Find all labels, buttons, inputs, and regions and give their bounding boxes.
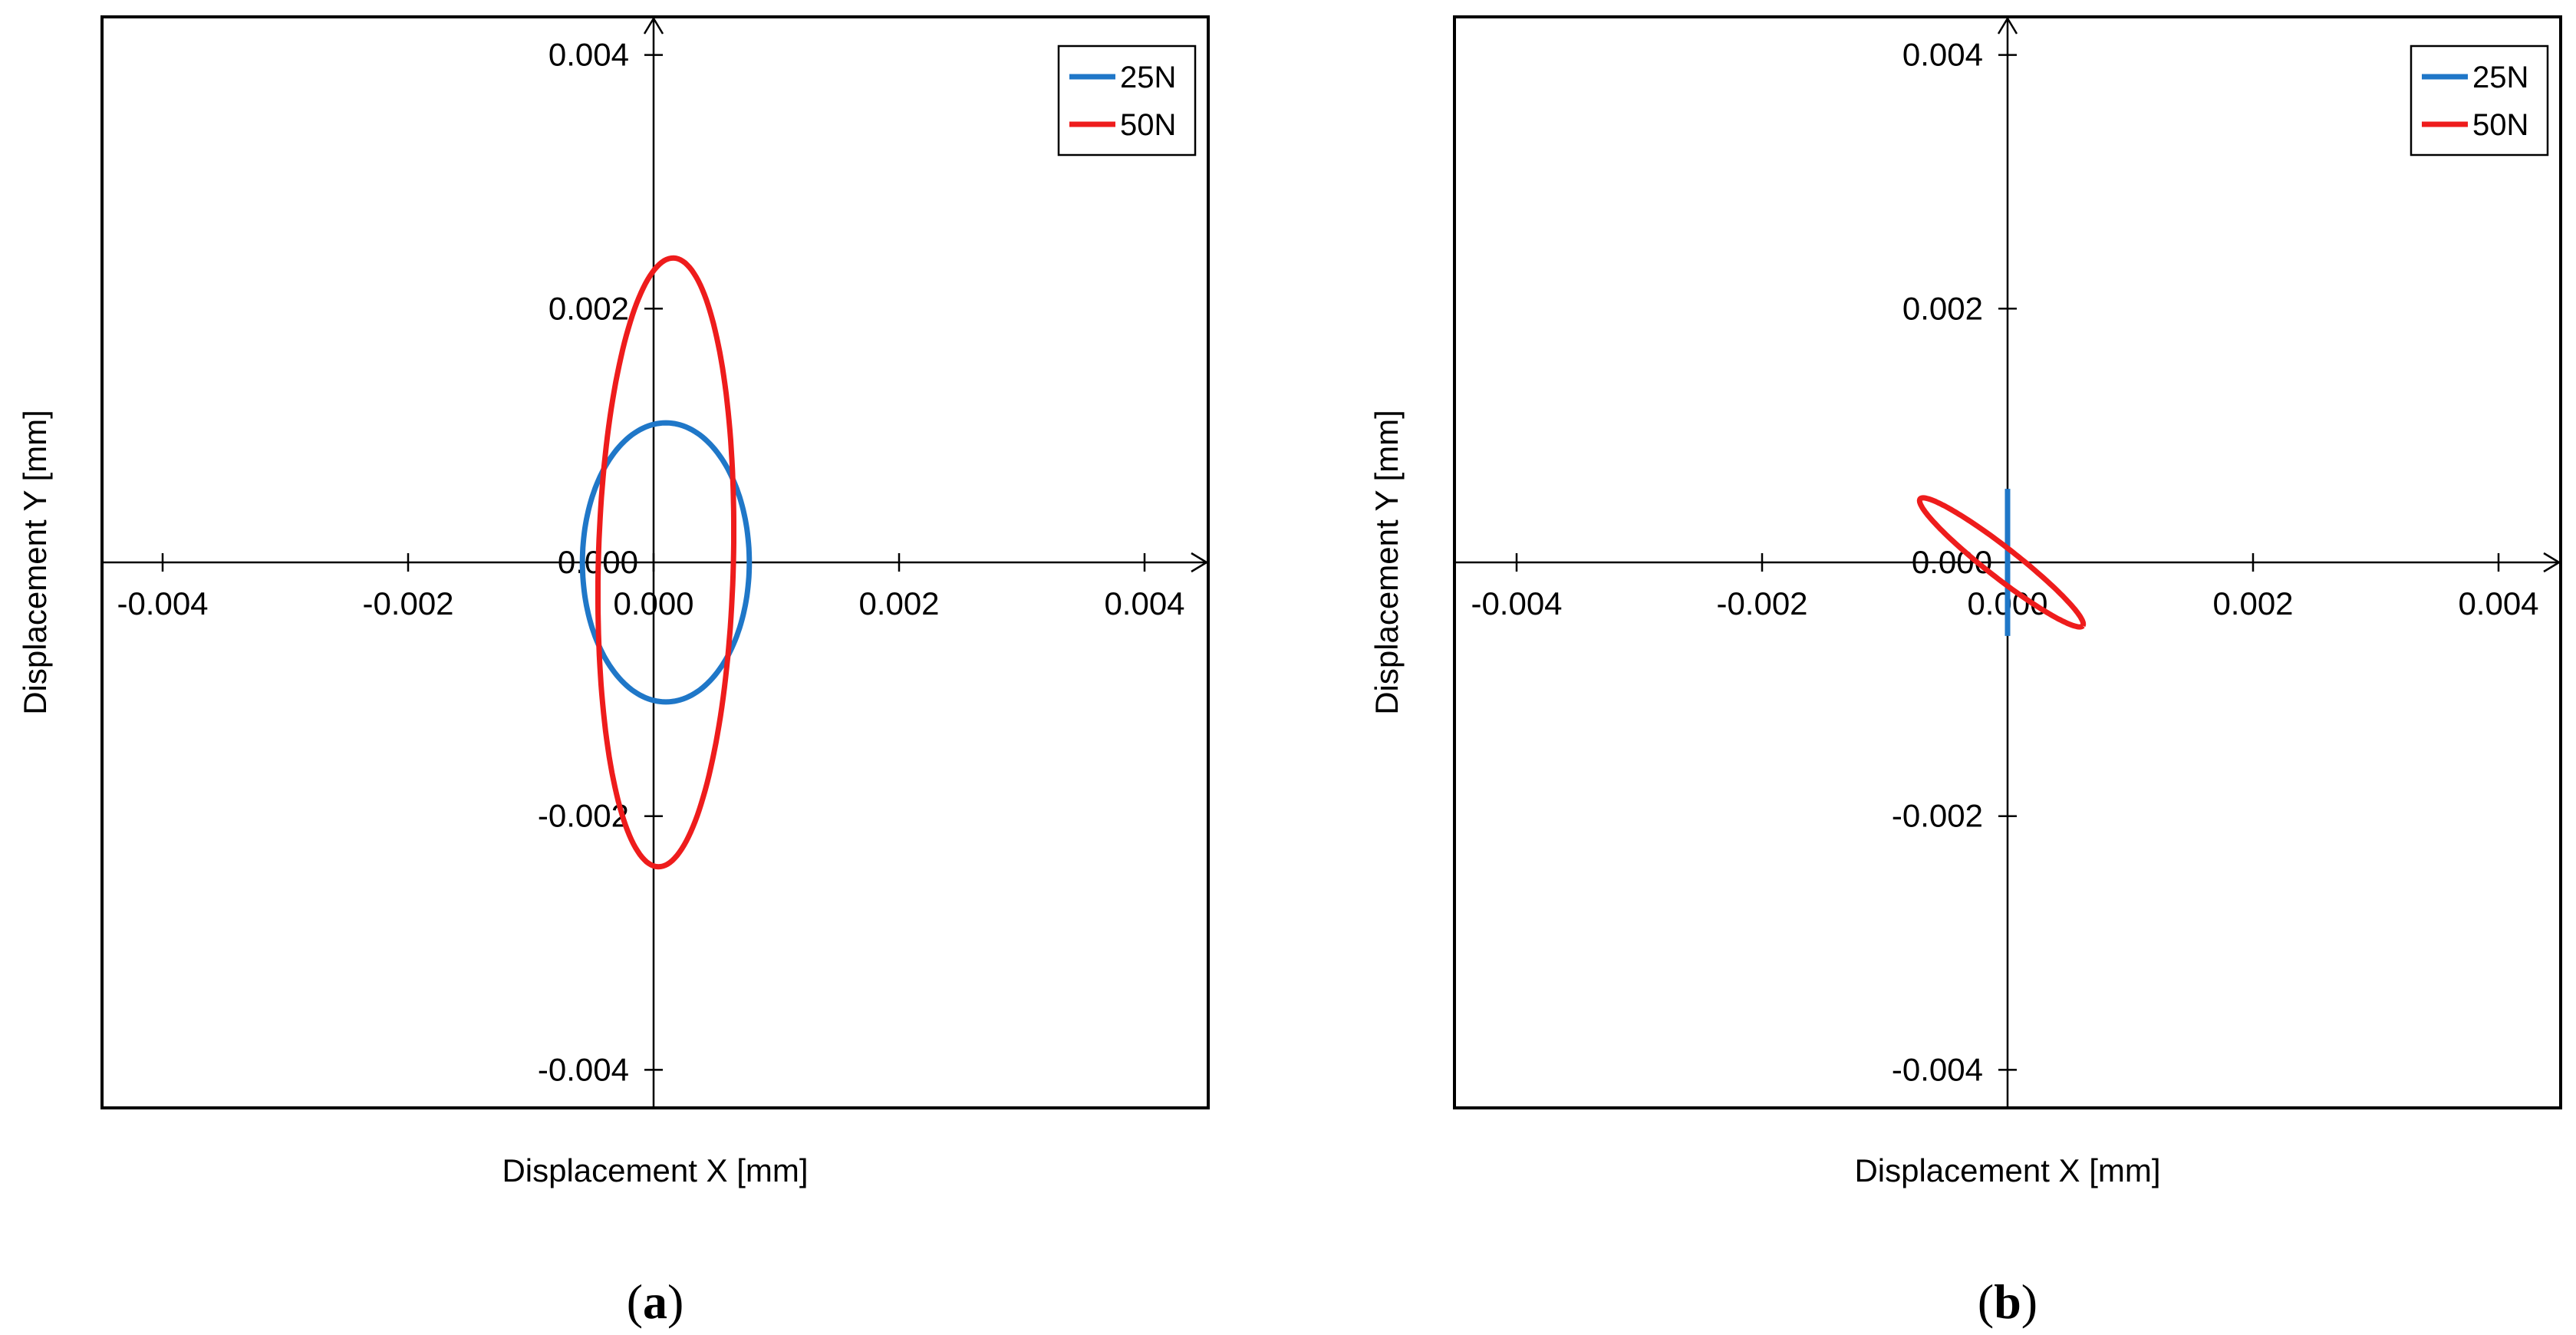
y-axis-arrow — [1997, 16, 2018, 35]
x-tick-label: 0.000 — [613, 585, 693, 621]
x-tick-label: 0.004 — [1104, 585, 1184, 621]
legend-box — [2410, 44, 2549, 157]
series-line-25N — [579, 420, 753, 705]
x-tick-label: -0.002 — [1716, 585, 1807, 621]
x-tick-label: -0.002 — [362, 585, 453, 621]
y-tick-label: 0.002 — [548, 290, 629, 326]
series-group — [1916, 489, 2087, 636]
x-tick-label: 0.002 — [858, 585, 939, 621]
legend-label: 50N — [2472, 108, 2528, 142]
panel-label: (a) — [627, 1274, 684, 1329]
x-axis-arrow — [2543, 552, 2561, 573]
y-axis-title: Displacement Y [mm] — [17, 410, 53, 715]
chart-panel-a: -0.004 -0.002 0.000 0.002 0.004 -0.004 -0.002… — [17, 15, 1210, 1329]
x-axis-arrow — [1191, 552, 1209, 573]
y-tick-label: -0.004 — [538, 1051, 629, 1087]
series-group — [579, 255, 753, 870]
y-axis-title: Displacement Y [mm] — [1369, 410, 1405, 715]
x-tick-label: 0.002 — [2212, 585, 2293, 621]
y-tick-label: -0.002 — [1892, 798, 1983, 834]
x-axis-title: Displacement X [mm] — [1854, 1152, 2160, 1188]
legend-box — [1057, 44, 1197, 157]
y-tick-label: -0.002 — [538, 798, 629, 834]
y-tick-label: -0.004 — [1892, 1051, 1983, 1087]
series-line-50N — [595, 255, 736, 870]
x-tick-label: -0.004 — [117, 585, 208, 621]
y-tick-label: 0.004 — [1902, 37, 1983, 73]
y-axis-arrow — [643, 16, 664, 35]
x-ticks: -0.004 -0.002 0.000 0.002 0.004 — [117, 553, 1185, 621]
legend-label: 25N — [2472, 61, 2528, 94]
x-tick-label: 0.004 — [2458, 585, 2538, 621]
x-axis-title: Displacement X [mm] — [502, 1152, 808, 1188]
legend-label: 25N — [1120, 61, 1176, 94]
series-line-50N — [1916, 495, 2087, 630]
legend-label: 50N — [1120, 108, 1176, 142]
panel-label: (b) — [1978, 1274, 2037, 1329]
y-tick-label: 0.004 — [548, 37, 629, 73]
y-tick-label: 0.002 — [1902, 290, 1983, 326]
x-tick-label: -0.004 — [1471, 585, 1562, 621]
